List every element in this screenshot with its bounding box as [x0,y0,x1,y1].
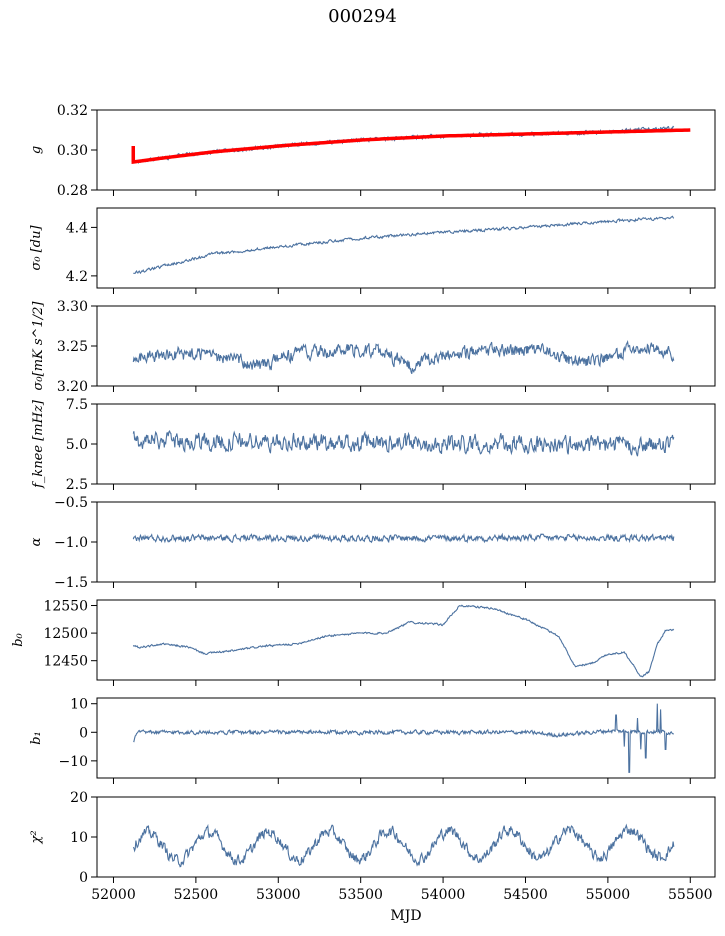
xtick-label-2: 53000 [256,887,301,903]
axes-frame-b0 [96,599,716,681]
xtick-label-1: 52500 [174,887,219,903]
ylabel-b0: b₀ [11,632,26,646]
ytick-label-sigma0-du-0: 4.2 [66,269,88,285]
x-axis-label: MJD [390,908,422,924]
axes-frame-b1 [96,697,716,779]
ylabel-sigma0-mk: σ₀[mK s^1/2] [31,301,46,391]
series-line-sigma0-mk [132,340,675,374]
ylabel-chi2: χ² [29,830,44,844]
series-line-alpha [132,532,675,544]
ytick-label-fknee-0: 2.5 [66,477,88,493]
ytick-label-fknee-2: 7.5 [66,397,88,413]
ytick-label-b1-0: −10 [58,754,88,770]
ytick-label-alpha-0: −1.5 [54,575,88,591]
series-line-b0 [132,604,675,678]
panel-b0: 12450 12500 12550 b₀ [11,599,716,686]
ytick-label-alpha-1: −1.0 [54,535,88,551]
panel-b1: −10 0 10 b₁ [29,697,716,784]
ylabel-alpha: α [29,537,44,546]
ytick-label-b0-1: 12500 [43,626,88,642]
ytick-label-b0-2: 12550 [43,599,88,615]
ytick-label-g-1: 0.30 [57,143,88,159]
panel-chi2: 0 10 20 χ² 52000 52500 53000 53500 54000 54500 550… [29,790,716,903]
ylabel-fknee: f_knee [mHz] [31,399,46,489]
xtick-label-0: 52000 [91,887,136,903]
ytick-label-sigma0-du-1: 4.4 [66,220,88,236]
ytick-label-sigma0-mk-0: 3.20 [57,379,88,395]
panel-sigma0-mk: 3.20 3.25 3.30 σ₀[mK s^1/2] [31,299,716,395]
xtick-label-7: 55500 [668,887,713,903]
panel-alpha: −1.5 −1.0 −0.5 α [29,495,716,591]
figure-title: 000294 [328,6,397,27]
ylabel-sigma0-du: σ₀ [du] [29,225,44,271]
axes-frame-sigma0-du [96,207,716,289]
ytick-label-chi2-0: 0 [79,870,88,886]
ytick-label-alpha-2: −0.5 [54,495,88,511]
ytick-label-g-2: 0.32 [57,103,88,119]
ytick-label-chi2-2: 20 [70,790,88,806]
panel-g: 0.28 0.30 0.32 g [29,103,716,199]
ytick-label-b1-2: 10 [70,697,88,713]
series-line-b1 [133,703,675,773]
ytick-label-sigma0-mk-2: 3.30 [57,299,88,315]
panel-sigma0-du: 4.2 4.4 σ₀ [du] [29,207,716,294]
axes-frame-sigma0-mk [96,305,716,387]
ytick-label-fknee-1: 5.0 [66,437,88,453]
ylabel-b1: b₁ [29,731,44,745]
panel-fknee: 2.5 5.0 7.5 f_knee [mHz] [31,397,716,493]
ytick-label-g-0: 0.28 [57,183,88,199]
ylabel-g: g [29,146,44,154]
ytick-label-b0-0: 12450 [43,654,88,670]
series-line-fknee [132,430,675,457]
ytick-label-b1-1: 0 [79,725,88,741]
axes-frame-g [96,109,716,191]
xtick-label-4: 54000 [421,887,466,903]
series-line-chi2 [132,823,675,868]
ytick-label-chi2-1: 10 [70,830,88,846]
xtick-label-5: 54500 [503,887,548,903]
xtick-label-3: 53500 [338,887,383,903]
series-line-sigma0-du [133,215,675,275]
ytick-label-sigma0-mk-1: 3.25 [57,339,88,355]
xtick-label-6: 55000 [586,887,631,903]
axes-frame-alpha [96,501,716,583]
fit-line-g [131,128,691,165]
